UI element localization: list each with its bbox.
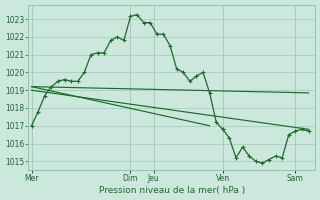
X-axis label: Pression niveau de la mer( hPa ): Pression niveau de la mer( hPa )	[99, 186, 245, 195]
